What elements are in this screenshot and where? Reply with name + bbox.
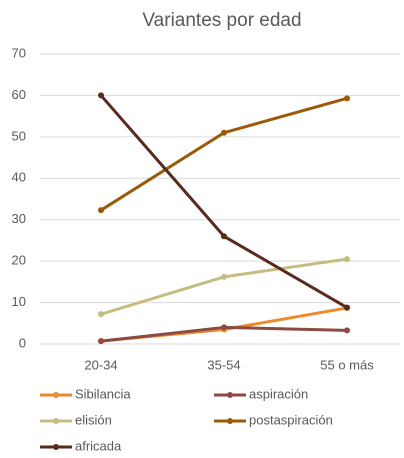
- data-point: [344, 256, 350, 263]
- data-point: [98, 311, 104, 318]
- x-tick-label: 55 o más: [320, 357, 374, 372]
- data-point: [98, 207, 104, 214]
- y-tick-label: 40: [12, 170, 26, 185]
- data-point: [344, 95, 350, 102]
- series-line: [100, 96, 348, 212]
- x-tick-label: 35-54: [207, 357, 240, 372]
- data-point: [221, 273, 227, 280]
- y-tick-label: 0: [19, 335, 26, 350]
- data-point: [221, 129, 227, 136]
- legend-label: aspiración: [249, 386, 308, 401]
- legend-swatch-dot: [53, 444, 59, 450]
- legend-swatch-dot: [53, 392, 59, 398]
- y-tick-label: 50: [12, 128, 26, 143]
- chart-title: Variantes por edad: [142, 10, 301, 31]
- y-tick-label: 30: [12, 211, 26, 226]
- y-tick-label: 10: [12, 294, 26, 309]
- legend-swatch-dot: [227, 392, 233, 398]
- legend-label: africada: [75, 438, 122, 453]
- legend-label: Sibilancia: [75, 386, 131, 401]
- legend-label: elisión: [75, 412, 112, 427]
- y-tick-label: 70: [12, 45, 26, 60]
- legend-swatch-dot: [227, 418, 233, 424]
- y-tick-label: 60: [12, 87, 26, 102]
- data-point: [98, 92, 104, 99]
- legend-swatch-dot: [53, 418, 59, 424]
- data-point: [344, 304, 350, 311]
- legend-label: postaspiración: [249, 412, 333, 427]
- data-point: [98, 338, 104, 345]
- x-tick-label: 20-34: [84, 357, 117, 372]
- data-point: [221, 324, 227, 331]
- data-point: [221, 233, 227, 240]
- y-tick-label: 20: [12, 253, 26, 268]
- data-point: [344, 327, 350, 334]
